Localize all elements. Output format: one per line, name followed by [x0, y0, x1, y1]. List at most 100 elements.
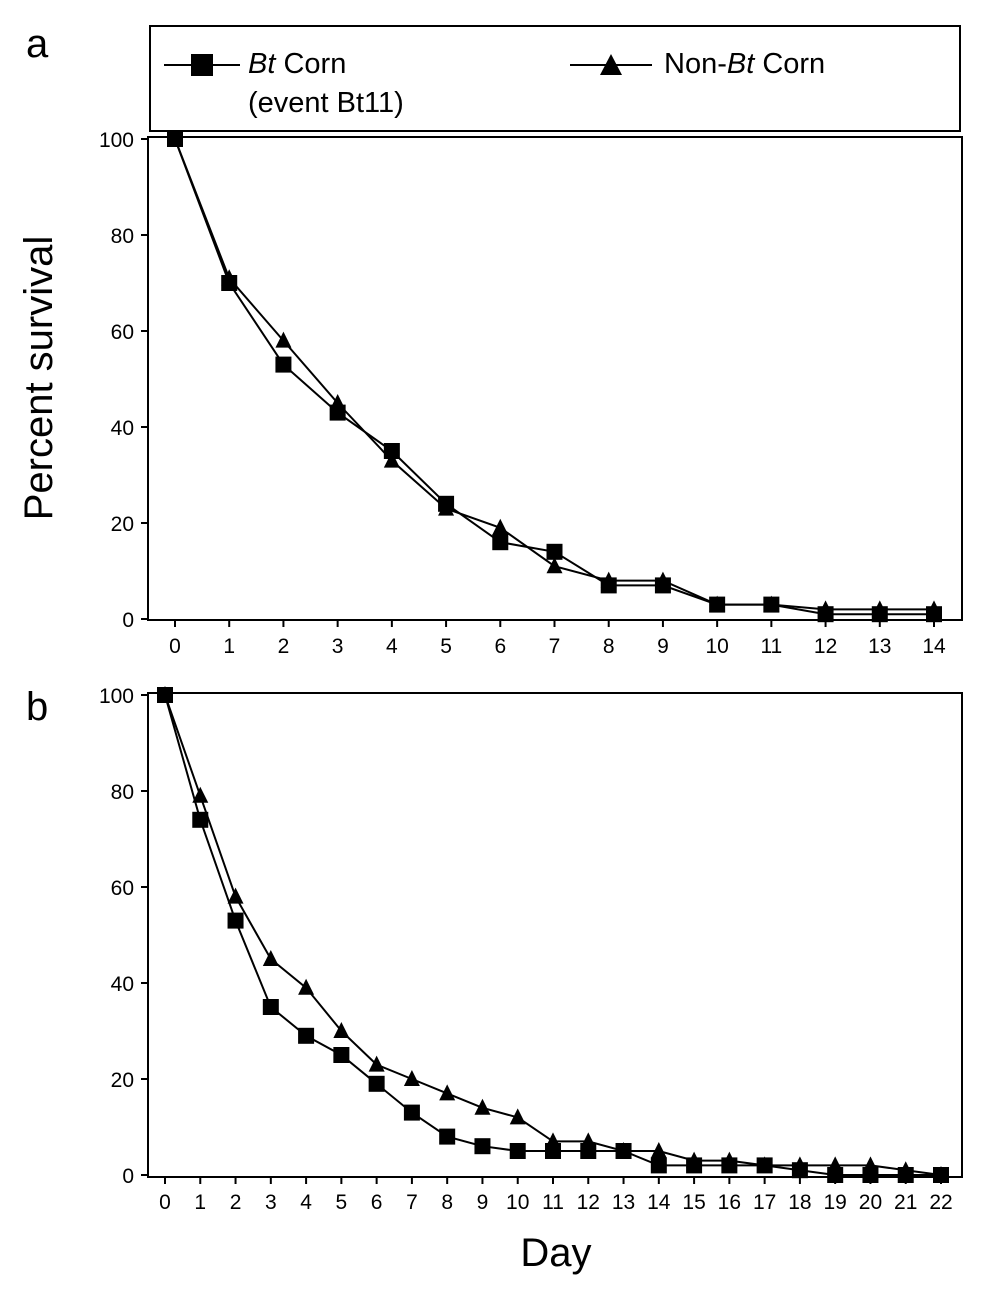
data-point-bt-corn	[546, 543, 563, 560]
data-point-non-bt-corn	[439, 1084, 456, 1101]
panel-a-letter: a	[26, 22, 49, 66]
x-tick-label: 3	[332, 635, 344, 658]
data-point-bt-corn	[227, 912, 244, 929]
x-tick-label: 11	[542, 1191, 564, 1214]
data-point-non-bt-corn	[403, 1070, 420, 1086]
data-point-bt-corn	[262, 999, 279, 1015]
data-point-non-bt-corn	[438, 499, 455, 516]
plot-frame	[147, 692, 963, 1178]
y-tick-label: 20	[111, 513, 134, 536]
data-point-non-bt-corn	[763, 595, 780, 612]
data-point-non-bt-corn	[862, 1156, 879, 1173]
x-tick-label: 20	[859, 1191, 882, 1214]
x-tick-label: 12	[577, 1191, 600, 1214]
data-point-non-bt-corn	[580, 1132, 597, 1149]
data-point-non-bt-corn	[686, 1151, 703, 1168]
data-point-bt-corn	[275, 356, 292, 373]
data-point-bt-corn	[333, 1047, 350, 1063]
x-axis-title: Day	[520, 1231, 591, 1275]
x-tick-label: 5	[336, 1191, 348, 1214]
x-tick-label: 2	[278, 635, 290, 658]
x-tick-label: 9	[657, 635, 669, 658]
y-axis-title: Percent survival	[17, 236, 61, 521]
legend-bt-rest: Corn	[275, 48, 346, 80]
legend-nonbt-suffix: Corn	[754, 48, 825, 80]
y-tick-label: 100	[99, 129, 134, 152]
x-tick-label: 6	[494, 635, 506, 658]
data-point-bt-corn	[368, 1075, 385, 1092]
data-point-non-bt-corn	[545, 1132, 561, 1149]
data-point-non-bt-corn	[333, 1022, 350, 1038]
data-point-bt-corn	[298, 1027, 315, 1044]
x-tick-label: 2	[230, 1191, 242, 1214]
x-tick-label: 11	[760, 635, 782, 658]
x-tick-label: 16	[718, 1191, 741, 1214]
y-tick-label: 60	[111, 877, 134, 900]
x-tick-label: 8	[441, 1191, 453, 1214]
data-point-bt-corn	[474, 1138, 491, 1155]
data-point-non-bt-corn	[262, 950, 279, 966]
y-tick-label: 60	[111, 321, 134, 344]
data-point-non-bt-corn	[871, 600, 888, 617]
data-point-non-bt-corn	[600, 571, 617, 588]
x-tick-label: 21	[894, 1191, 917, 1214]
data-point-non-bt-corn	[492, 518, 509, 535]
x-tick-label: 13	[868, 635, 891, 658]
x-tick-label: 15	[682, 1191, 705, 1214]
data-point-bt-corn	[509, 1143, 526, 1159]
x-tick-label: 17	[753, 1191, 776, 1214]
data-point-non-bt-corn	[167, 130, 183, 146]
data-point-non-bt-corn	[157, 686, 173, 702]
x-tick-label: 4	[386, 635, 398, 658]
data-point-non-bt-corn	[546, 557, 563, 574]
data-point-non-bt-corn	[650, 1142, 667, 1158]
x-tick-label: 5	[440, 635, 452, 658]
x-tick-label: 12	[814, 635, 837, 658]
y-tick-label: 100	[99, 685, 134, 708]
data-point-non-bt-corn	[897, 1161, 914, 1178]
x-tick-label: 1	[194, 1191, 206, 1214]
x-tick-label: 14	[647, 1191, 671, 1214]
legend-bt-label: Bt Corn	[248, 48, 346, 80]
x-tick-label: 10	[705, 635, 728, 658]
x-tick-label: 14	[922, 635, 946, 658]
data-point-non-bt-corn	[654, 571, 671, 588]
panel-b-letter: b	[26, 685, 48, 729]
series-line-bt-corn	[164, 694, 941, 1176]
data-point-non-bt-corn	[221, 269, 238, 286]
data-point-non-bt-corn	[791, 1156, 808, 1173]
data-point-non-bt-corn	[227, 887, 244, 904]
data-point-non-bt-corn	[817, 600, 834, 617]
data-point-non-bt-corn	[298, 978, 315, 995]
x-tick-label: 8	[603, 635, 615, 658]
y-tick-label: 20	[111, 1069, 134, 1092]
data-point-bt-corn	[192, 811, 209, 828]
data-point-non-bt-corn	[275, 331, 292, 348]
legend-box	[149, 25, 961, 132]
data-point-non-bt-corn	[383, 451, 400, 468]
y-tick-label: 80	[111, 781, 134, 804]
legend-nonbt-prefix: Non-	[664, 48, 727, 80]
x-tick-label: 7	[406, 1191, 418, 1214]
y-tick-label: 80	[111, 225, 134, 248]
data-point-non-bt-corn	[192, 786, 209, 803]
legend-nonbt-italic: Bt	[727, 48, 756, 80]
x-tick-label: 13	[612, 1191, 635, 1214]
x-tick-label: 0	[169, 635, 181, 658]
x-tick-label: 6	[371, 1191, 383, 1214]
data-point-bt-corn	[439, 1128, 456, 1145]
series-line-non-bt-corn	[174, 138, 934, 611]
legend: Bt Corn (event Bt11) Non-Bt Corn	[149, 25, 961, 132]
x-tick-label: 22	[929, 1191, 952, 1214]
data-point-non-bt-corn	[329, 394, 346, 410]
data-point-non-bt-corn	[721, 1151, 738, 1168]
data-point-non-bt-corn	[756, 1156, 773, 1173]
data-point-non-bt-corn	[474, 1098, 491, 1115]
y-tick-label: 0	[122, 1165, 134, 1188]
x-tick-label: 0	[159, 1191, 171, 1214]
x-tick-label: 7	[549, 635, 561, 658]
x-tick-label: 9	[477, 1191, 489, 1214]
y-tick-label: 40	[111, 973, 134, 996]
